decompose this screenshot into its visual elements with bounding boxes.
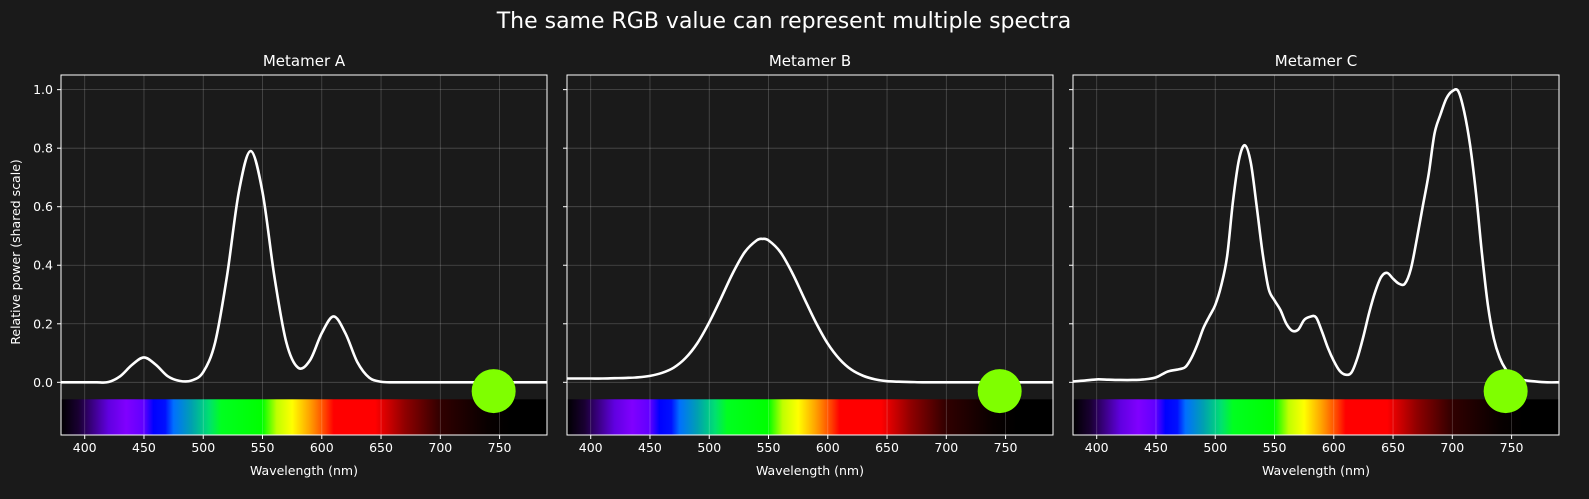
x-tick-label: 550 bbox=[757, 440, 781, 455]
y-tick-label: 0.4 bbox=[33, 258, 53, 273]
y-tick-label: 0.0 bbox=[33, 375, 53, 390]
x-tick-label: 650 bbox=[369, 440, 393, 455]
x-tick-label: 400 bbox=[73, 440, 97, 455]
x-tick-label: 500 bbox=[1203, 440, 1227, 455]
x-tick-label: 700 bbox=[1440, 440, 1464, 455]
x-tick-label: 650 bbox=[875, 440, 899, 455]
rgb-swatch-circle bbox=[977, 369, 1022, 414]
x-tick-label: 450 bbox=[132, 440, 156, 455]
panel-title: Metamer A bbox=[263, 52, 346, 70]
x-axis-label: Wavelength (nm) bbox=[1262, 463, 1370, 478]
y-tick-label: 0.2 bbox=[33, 316, 53, 331]
x-tick-label: 700 bbox=[428, 440, 452, 455]
x-tick-label: 550 bbox=[1263, 440, 1287, 455]
x-tick-label: 550 bbox=[251, 440, 275, 455]
x-axis-label: Wavelength (nm) bbox=[250, 463, 358, 478]
rgb-swatch-circle bbox=[1483, 369, 1528, 414]
x-tick-label: 700 bbox=[934, 440, 958, 455]
panel-title: Metamer B bbox=[769, 52, 851, 70]
x-tick-label: 500 bbox=[191, 440, 215, 455]
x-axis-label: Wavelength (nm) bbox=[756, 463, 864, 478]
spectrum-curve bbox=[1073, 87, 1559, 384]
y-tick-label: 0.8 bbox=[33, 141, 53, 156]
plot-area bbox=[1073, 75, 1559, 435]
figure-title: The same RGB value can represent multipl… bbox=[496, 9, 1072, 34]
panel-b: 400 450 500 550 600 650 700 750 Metamer B Wavelen… bbox=[563, 52, 1054, 478]
x-tick-label: 500 bbox=[697, 440, 721, 455]
x-tick-label: 600 bbox=[816, 440, 840, 455]
spectrum-strip bbox=[567, 399, 1053, 435]
plot-area bbox=[61, 75, 547, 435]
axes-frame bbox=[1072, 74, 1560, 436]
x-tick-label: 750 bbox=[488, 440, 512, 455]
x-tick-label: 600 bbox=[1322, 440, 1346, 455]
panel-c: 400 450 500 550 600 650 700 750 Metamer C Wavelen… bbox=[1069, 52, 1560, 478]
spectrum-strip bbox=[1073, 399, 1559, 435]
x-tick-label: 750 bbox=[994, 440, 1018, 455]
spectrum-curve bbox=[567, 237, 1053, 384]
axes-frame bbox=[60, 74, 548, 436]
x-tick-label: 400 bbox=[579, 440, 603, 455]
y-tick-label: 0.6 bbox=[33, 199, 53, 214]
x-tick-label: 450 bbox=[1144, 440, 1168, 455]
panel-title: Metamer C bbox=[1275, 52, 1358, 70]
x-tick-label: 400 bbox=[1085, 440, 1109, 455]
x-tick-label: 750 bbox=[1500, 440, 1524, 455]
x-tick-label: 600 bbox=[310, 440, 334, 455]
y-tick-label: 1.0 bbox=[33, 82, 53, 97]
panel-a: 400 450 500 550 600 650 700 750 0.0 0.2 0.4 0.6 0.8 1… bbox=[8, 52, 548, 478]
spectrum-strip bbox=[61, 399, 547, 435]
spectrum-curve bbox=[61, 149, 547, 384]
axes-frame bbox=[566, 74, 1054, 436]
plot-area bbox=[567, 75, 1053, 435]
x-tick-label: 650 bbox=[1381, 440, 1405, 455]
rgb-swatch-circle bbox=[471, 369, 516, 414]
x-tick-label: 450 bbox=[638, 440, 662, 455]
y-axis-label: Relative power (shared scale) bbox=[8, 159, 23, 345]
